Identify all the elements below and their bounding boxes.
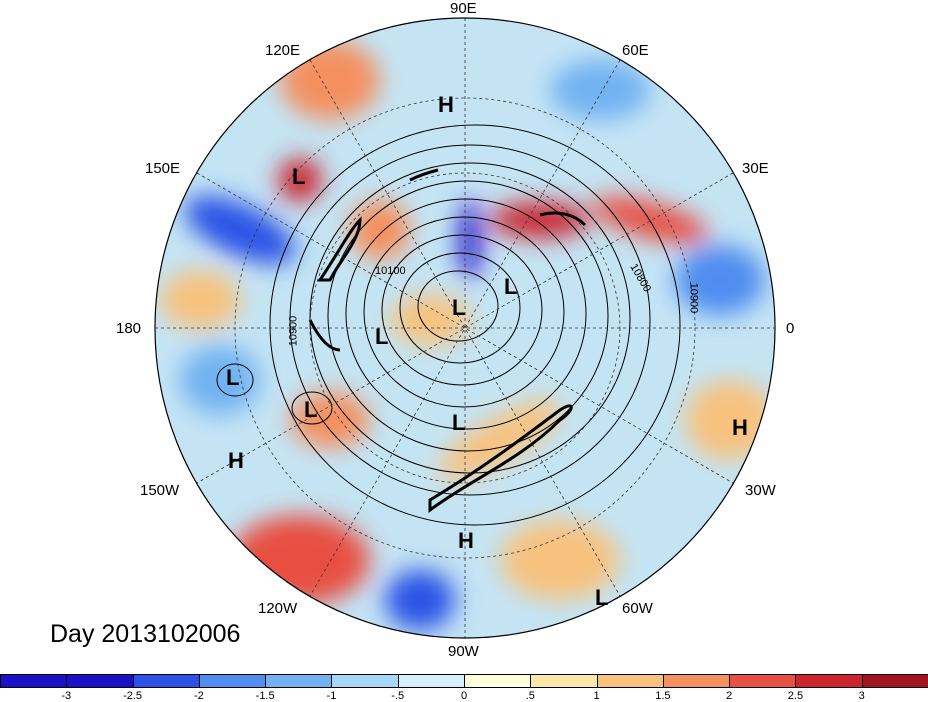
pressure-center-low: L	[226, 365, 240, 390]
lon-label-30w: 30W	[745, 482, 776, 499]
pressure-center-low: L	[452, 295, 466, 320]
colorbar-tick-label: -1.5	[255, 690, 275, 702]
colorbar-tick-label: -1	[326, 690, 337, 702]
colorbar-tick-label: 3	[858, 690, 865, 702]
colorbar-swatch	[662, 674, 731, 688]
colorbar-swatch	[596, 674, 664, 688]
colorbar-tick-label: -3	[61, 690, 72, 702]
page-title: Day 2013102006	[50, 620, 241, 648]
colorbar-tick-label: 2	[726, 690, 733, 702]
lon-label-60w: 60W	[622, 600, 653, 617]
map-boundary	[154, 17, 776, 639]
pressure-center-low: L	[504, 274, 518, 299]
colorbar-tick-label: 1.5	[655, 690, 671, 702]
lon-label-0: 0	[786, 320, 795, 337]
jet-contours	[308, 168, 587, 513]
lon-label-90w: 90W	[448, 643, 479, 660]
colorbar-swatch	[132, 674, 200, 688]
contour-label: 10900	[687, 282, 700, 314]
colorbar-swatch	[729, 674, 797, 688]
pressure-center-high: H	[228, 448, 244, 473]
colorbar-swatch	[464, 674, 532, 688]
colorbar-swatch	[397, 674, 465, 688]
colorbar-swatch	[861, 674, 928, 688]
colorbar-tick-label: 1	[593, 690, 600, 702]
lon-label-180: 180	[116, 320, 142, 337]
lon-label-120e: 120E	[265, 42, 301, 59]
lon-label-60e: 60E	[622, 42, 649, 59]
pressure-center-low: L	[304, 397, 318, 422]
lon-label-90e: 90E	[450, 0, 477, 17]
contour-label: 10100	[375, 265, 406, 277]
colorbar: -3 -2.5 -2 -1.5 -1 -.5 0 .5 1 1.5 2 2.5 3	[0, 674, 928, 702]
colorbar-tick-label: -2	[193, 690, 204, 702]
graticule	[155, 18, 775, 638]
colorbar-tick-label: -2.5	[123, 690, 143, 702]
colorbar-swatch	[530, 674, 598, 688]
pressure-center-low: L	[452, 410, 466, 435]
polar-map	[154, 17, 776, 639]
lon-label-30e: 30E	[742, 160, 769, 177]
pressure-center-low: L	[595, 585, 609, 610]
pressure-center-high: H	[458, 528, 474, 553]
colorbar-swatch	[331, 674, 399, 688]
colorbar-tick-label: 2.5	[787, 690, 804, 702]
pressure-center-high: H	[732, 415, 748, 440]
pressure-center-low: L	[292, 164, 306, 189]
lon-label-150w: 150W	[140, 482, 180, 499]
colorbar-tick-label: 0	[460, 690, 468, 702]
colorbar-tick-label: -.5	[391, 690, 405, 702]
colorbar-swatch	[265, 674, 333, 688]
colorbar-swatch	[0, 674, 68, 688]
lon-label-120w: 120W	[258, 600, 298, 617]
lon-label-150e: 150E	[145, 160, 181, 177]
colorbar-swatch	[66, 674, 134, 688]
colorbar-tick-label: .5	[525, 690, 535, 702]
colorbar-swatch	[795, 674, 863, 688]
colorbar-swatch	[198, 674, 267, 688]
contour-label: 10900	[287, 315, 300, 347]
pressure-center-low: L	[375, 324, 389, 349]
pressure-center-high: H	[438, 92, 454, 117]
